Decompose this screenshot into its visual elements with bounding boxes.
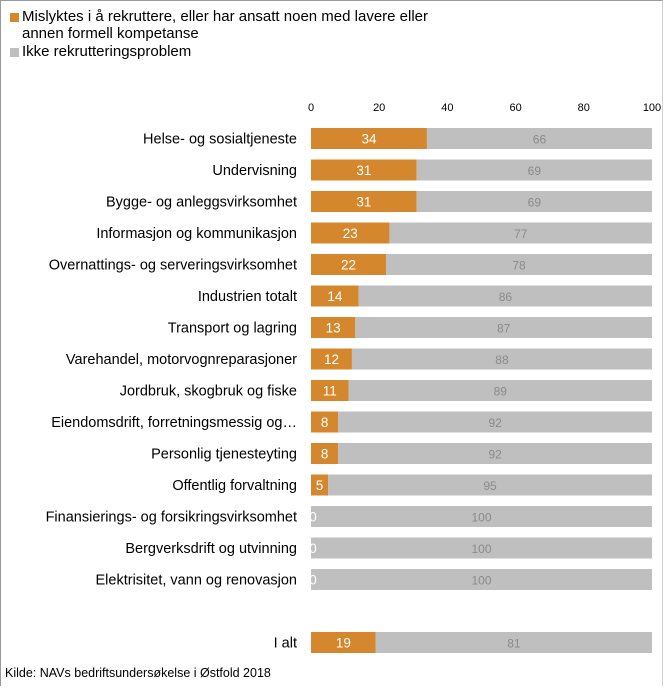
data-label: 100 [471, 511, 491, 525]
data-label: 34 [361, 132, 377, 147]
data-label: 8 [321, 447, 329, 462]
data-label: 23 [343, 226, 358, 241]
category-label: Transport og lagring [168, 321, 297, 337]
category-label: Overnattings- og serveringsvirksomhet [49, 258, 297, 274]
data-label: 5 [316, 478, 324, 493]
bar-segment-recruitment-problem [311, 380, 349, 401]
data-label: 88 [495, 353, 509, 367]
bar-segment-recruitment-problem [311, 285, 359, 307]
source-note: Kilde: NAVs bedriftsundersøkelse i Østfo… [5, 666, 271, 680]
x-tick-label: 40 [441, 102, 453, 114]
legend-swatch-gray [10, 48, 19, 57]
category-label: Finansierings- og forsikringsvirksomhet [46, 510, 297, 526]
bar-chart-plot: 0 20 40 60 80 100 Helse- og sosialtjeneste 34 6… [46, 102, 661, 653]
data-label: 31 [356, 195, 371, 210]
data-label: 8 [321, 415, 329, 430]
legend-swatch-orange [10, 13, 19, 22]
data-label: 87 [497, 322, 511, 336]
bar-segment-no-problem [311, 537, 652, 559]
bar-segment-no-problem [351, 348, 652, 370]
bar-segment-no-problem [311, 506, 652, 527]
bar-segment-no-problem [311, 569, 652, 590]
data-label: 92 [488, 416, 502, 430]
bar-segment-recruitment-problem [311, 443, 339, 464]
bar-segment-recruitment-problem [311, 222, 390, 244]
x-tick-label: 20 [373, 102, 385, 114]
x-tick-label: 0 [308, 102, 314, 114]
category-label: Industrien totalt [198, 289, 297, 305]
bar-segment-recruitment-problem [311, 254, 387, 275]
data-label: 77 [514, 227, 528, 241]
data-label: 81 [507, 637, 521, 651]
bar-segment-recruitment-problem [311, 348, 352, 370]
data-label: 66 [533, 133, 547, 147]
category-label: Bygge- og anleggsvirksomhet [106, 195, 297, 211]
data-label: 100 [471, 542, 491, 556]
bar-segment-recruitment-problem [311, 317, 356, 338]
category-label: Bergverksdrift og utvinning [125, 541, 297, 557]
data-label: 22 [341, 258, 356, 273]
category-label: Varehandel, motorvognreparasjoner [66, 352, 297, 368]
bar-segment-recruitment-problem [311, 632, 376, 653]
bar-segment-no-problem [426, 128, 652, 149]
data-label: 92 [488, 448, 502, 462]
data-label: 12 [324, 352, 339, 367]
bar-segment-no-problem [338, 411, 652, 433]
bar-segment-recruitment-problem [311, 159, 417, 181]
bar-segment-no-problem [389, 222, 652, 244]
bar-segment-no-problem [386, 254, 652, 275]
data-label: 69 [528, 164, 542, 178]
data-label: 14 [327, 289, 343, 304]
bar-segment-no-problem [338, 443, 652, 464]
category-label: Elektrisitet, vann og renovasjon [96, 573, 298, 589]
data-label: 0 [309, 541, 317, 556]
legend-label-recruitment-problem: Mislyktes i å rekruttere, eller har ansa… [22, 8, 429, 42]
bar-segment-no-problem [416, 191, 652, 212]
category-label: Eiendomsdrift, forretningsmessig og… [51, 415, 297, 431]
legend-label-no-problem: Ikke rekrutteringsproblem [22, 43, 192, 60]
data-label: 0 [309, 510, 317, 525]
data-label: 31 [356, 163, 371, 178]
bar-segment-no-problem [348, 380, 652, 401]
data-label: 69 [528, 196, 542, 210]
category-label: Offentlig forvaltning [172, 478, 297, 494]
data-label: 19 [336, 636, 351, 651]
bar-segment-no-problem [375, 632, 652, 653]
category-label: Personlig tjenesteyting [151, 447, 297, 463]
category-label: Jordbruk, skogbruk og fiske [120, 384, 297, 400]
bar-segment-no-problem [416, 159, 652, 181]
legend-item-no-problem: Ikke rekrutteringsproblem [10, 43, 191, 60]
category-label: I alt [274, 636, 297, 652]
data-label: 100 [471, 574, 491, 588]
bar-segment-no-problem [328, 474, 652, 496]
x-tick-label: 60 [509, 102, 521, 114]
data-label: 0 [309, 573, 317, 588]
data-label: 86 [499, 290, 513, 304]
legend-item-recruitment-problem: Mislyktes i å rekruttere, eller har ansa… [10, 8, 462, 42]
bar-segment-recruitment-problem [311, 474, 329, 496]
bar-segment-recruitment-problem [311, 191, 417, 212]
data-label: 95 [483, 479, 497, 493]
bar-segment-no-problem [358, 285, 652, 307]
bar-segment-recruitment-problem [311, 411, 339, 433]
data-label: 11 [323, 384, 337, 399]
data-label: 13 [326, 321, 341, 336]
bar-segment-recruitment-problem [311, 128, 427, 149]
x-tick-label: 100 [643, 102, 661, 114]
data-label: 78 [512, 259, 526, 273]
category-label: Informasjon og kommunikasjon [96, 226, 297, 242]
category-label: Helse- og sosialtjeneste [143, 132, 297, 148]
bar-segment-no-problem [355, 317, 652, 338]
category-label: Undervisning [212, 163, 297, 179]
data-label: 89 [494, 385, 508, 399]
x-tick-label: 80 [578, 102, 590, 114]
